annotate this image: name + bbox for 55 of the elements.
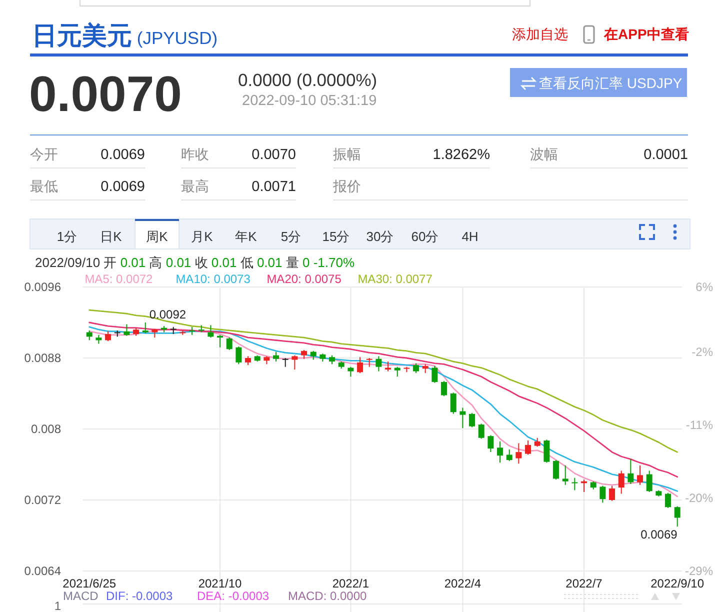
- text: 昨收: [181, 146, 209, 162]
- y-tick-label: 0.0096: [24, 280, 62, 294]
- x-tick-label: 2021/6/25: [62, 576, 116, 590]
- y-tick-label: 0.0072: [24, 493, 62, 507]
- text: 最低: [30, 178, 58, 194]
- text: 0.0070: [29, 66, 182, 122]
- y-tick-label: 0.0064: [24, 564, 62, 578]
- text: 60分: [411, 229, 439, 244]
- text: 在APP中查看: [603, 26, 689, 42]
- text: 振幅: [333, 146, 361, 162]
- text: 月K: [191, 229, 214, 244]
- y2-tick-label: -29%: [684, 564, 714, 578]
- text: 查看反向汇率 USDJPY: [539, 75, 683, 91]
- annotation: 0.0069: [640, 528, 678, 542]
- text: 今开: [30, 146, 58, 162]
- text: 1: [54, 599, 62, 612]
- x-tick-label: 2022/1: [332, 576, 370, 590]
- text: 年K: [235, 229, 258, 244]
- text: 1分: [56, 229, 78, 244]
- text: 0.0071: [252, 179, 296, 195]
- text: MACD: [63, 589, 99, 603]
- y-tick-label: 0.0088: [24, 351, 62, 365]
- text: 15分: [322, 229, 350, 244]
- text: 0.0000 (0.0000%): [238, 70, 378, 90]
- y2-tick-label: 6%: [696, 280, 714, 294]
- text: 4H: [462, 229, 478, 244]
- text: 1.8262%: [432, 147, 490, 163]
- legend: MA5: 0.0072 MA10: 0.0073 MA20: 0.0075 MA30: 0.0077: [84, 272, 432, 286]
- y2-tick-label: -2%: [692, 344, 714, 359]
- text: DEA: -0.0003: [197, 589, 270, 603]
- y-tick-label: 0.008: [30, 422, 62, 436]
- text: 30分: [366, 229, 394, 244]
- x-tick-label: 2022/4: [444, 576, 482, 590]
- text: 周K: [146, 229, 168, 244]
- text: 2022-09-10 05:31:19: [242, 93, 377, 109]
- chart-title: 日元美元 (JPYUSD): [32, 22, 218, 50]
- x-tick-label: 2021/10: [198, 576, 242, 590]
- text: 日K: [100, 229, 122, 244]
- x-tick-label: 2022/7: [566, 576, 603, 590]
- text: 0.0069: [100, 147, 145, 163]
- x-tick-label: 2022/9/10: [650, 576, 704, 590]
- text: 0.0001: [644, 147, 688, 163]
- y2-tick-label: -11%: [686, 418, 714, 432]
- text: 5分: [280, 229, 302, 244]
- text: 波幅: [530, 146, 558, 162]
- text: 0.0069: [100, 179, 145, 195]
- text: 最高: [181, 178, 209, 194]
- text: 0.0070: [252, 147, 296, 163]
- text: 添加自选: [512, 26, 568, 42]
- text: 报价: [332, 178, 361, 194]
- text: MACD: 0.0000: [288, 589, 368, 603]
- annotation: 0.0092: [149, 308, 186, 322]
- y2-tick-label: -20%: [684, 490, 714, 505]
- text: 2022/09/10 开 0.01 高 0.01 收 0.01 低 0.01 量 0 -1.70%: [35, 255, 355, 270]
- text: DIF: -0.0003: [106, 589, 174, 603]
